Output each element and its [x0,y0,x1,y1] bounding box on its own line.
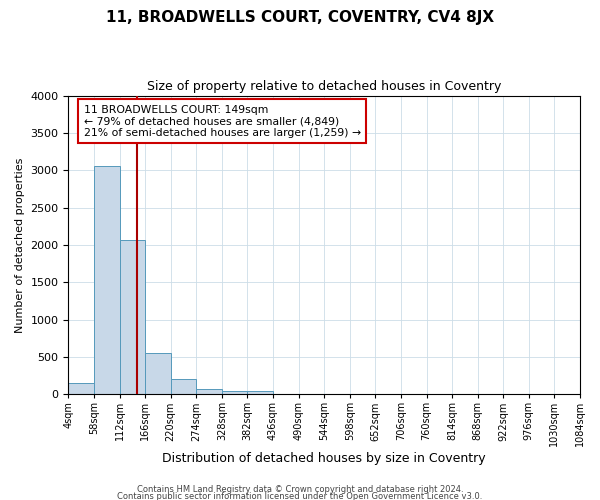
Text: Contains HM Land Registry data © Crown copyright and database right 2024.: Contains HM Land Registry data © Crown c… [137,485,463,494]
Title: Size of property relative to detached houses in Coventry: Size of property relative to detached ho… [147,80,502,93]
Y-axis label: Number of detached properties: Number of detached properties [15,157,25,332]
X-axis label: Distribution of detached houses by size in Coventry: Distribution of detached houses by size … [163,452,486,465]
Bar [247,392,273,394]
Bar [145,353,171,394]
Text: Contains public sector information licensed under the Open Government Licence v3: Contains public sector information licen… [118,492,482,500]
Text: 11, BROADWELLS COURT, COVENTRY, CV4 8JX: 11, BROADWELLS COURT, COVENTRY, CV4 8JX [106,10,494,25]
Bar [171,380,196,394]
Bar [196,388,222,394]
Bar [119,240,145,394]
Bar [222,390,247,394]
Text: 11 BROADWELLS COURT: 149sqm
← 79% of detached houses are smaller (4,849)
21% of : 11 BROADWELLS COURT: 149sqm ← 79% of det… [84,104,361,138]
Bar [94,166,119,394]
Bar [68,383,94,394]
